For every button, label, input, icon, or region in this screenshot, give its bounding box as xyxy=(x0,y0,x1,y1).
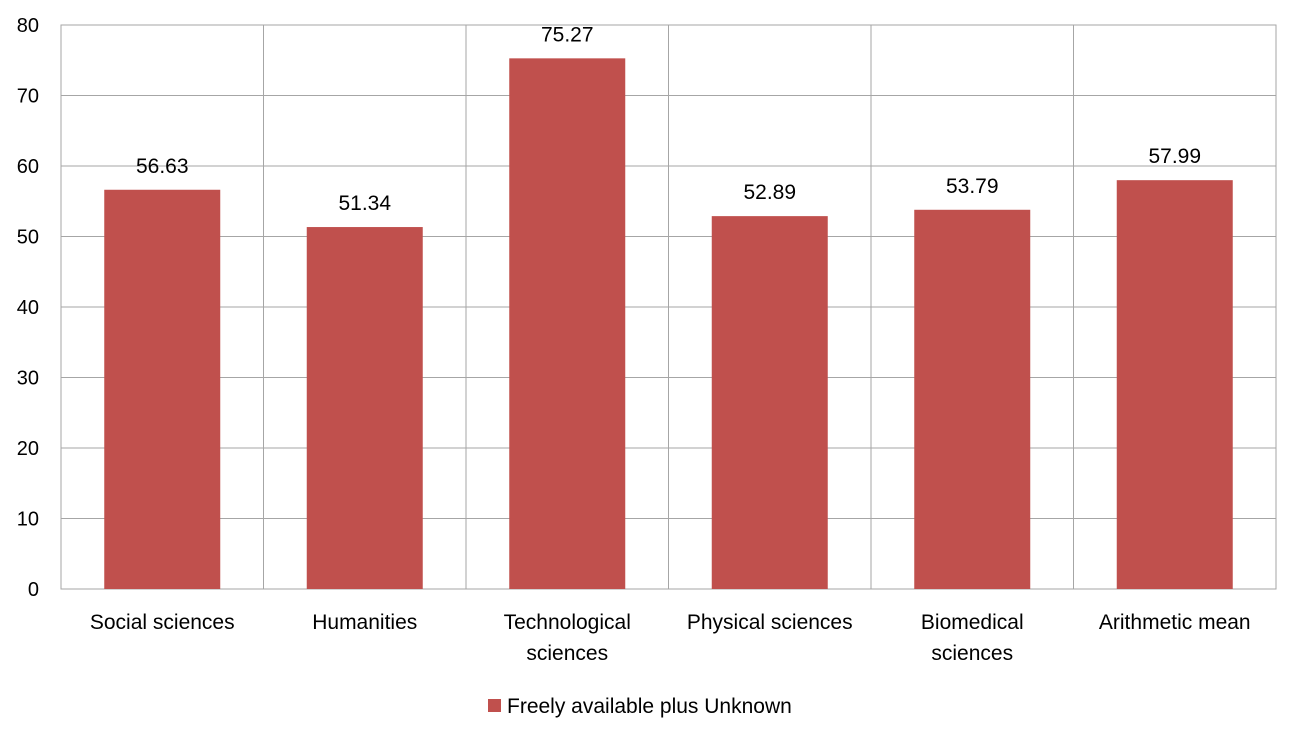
bar xyxy=(711,216,828,590)
plot-frame xyxy=(60,24,1277,590)
x-tick-label: Biomedical xyxy=(921,611,1024,634)
data-label: 56.63 xyxy=(136,155,189,178)
bar xyxy=(914,209,1031,589)
x-tick-label: Physical sciences xyxy=(687,611,853,634)
y-tick-label: 10 xyxy=(17,509,39,531)
x-tick-label: Arithmetic mean xyxy=(1099,611,1251,634)
y-tick-label: 20 xyxy=(17,438,39,460)
y-tick-label: 60 xyxy=(17,156,39,178)
x-tick-label: sciences xyxy=(526,642,608,665)
data-labels: 56.63 51.34 75.27 52.89 53.79 57.99 xyxy=(136,23,1201,215)
y-tick-label: 30 xyxy=(17,368,39,390)
y-tick-label: 50 xyxy=(17,227,39,249)
data-label: 52.89 xyxy=(743,181,796,204)
grid-lines xyxy=(60,24,1277,590)
data-label: 53.79 xyxy=(946,175,999,198)
y-axis: 0 10 20 30 40 50 60 70 80 xyxy=(17,15,39,601)
legend-label: Freely available plus Unknown xyxy=(507,695,792,718)
x-tick-label: Social sciences xyxy=(90,611,235,634)
bar xyxy=(104,189,221,590)
x-tick-label: Humanities xyxy=(312,611,417,634)
bars xyxy=(104,58,1233,590)
legend: Freely available plus Unknown xyxy=(488,695,792,718)
bar xyxy=(1116,180,1233,589)
x-tick-label: sciences xyxy=(931,642,1013,665)
y-tick-label: 70 xyxy=(17,86,39,108)
x-tick-label: Technological xyxy=(504,611,631,634)
y-tick-label: 80 xyxy=(17,15,39,37)
legend-swatch xyxy=(488,699,501,712)
bar xyxy=(509,58,626,590)
bar xyxy=(306,227,423,590)
data-label: 75.27 xyxy=(541,23,594,46)
data-label: 51.34 xyxy=(338,192,391,215)
y-tick-label: 0 xyxy=(28,579,39,601)
data-label: 57.99 xyxy=(1148,145,1201,168)
y-tick-label: 40 xyxy=(17,297,39,319)
x-axis: Social sciences Humanities Technological sc… xyxy=(90,611,1251,665)
